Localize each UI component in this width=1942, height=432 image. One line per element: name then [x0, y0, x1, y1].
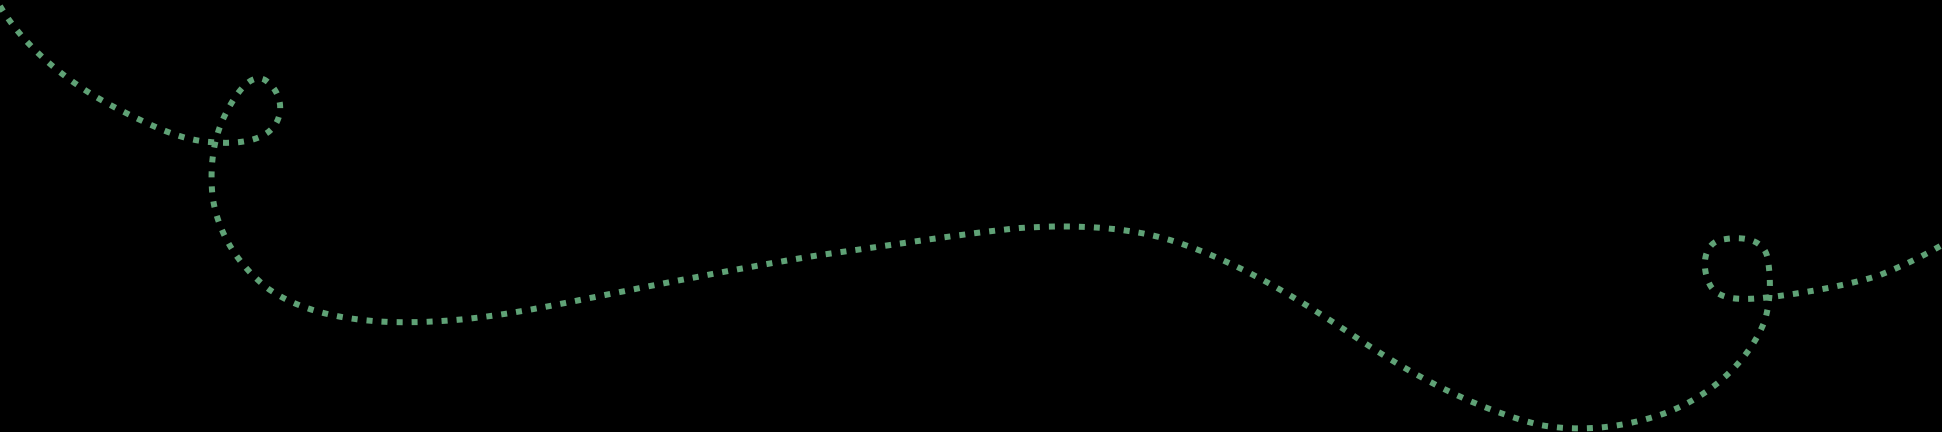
- dashed-trail-path: [0, 4, 1942, 432]
